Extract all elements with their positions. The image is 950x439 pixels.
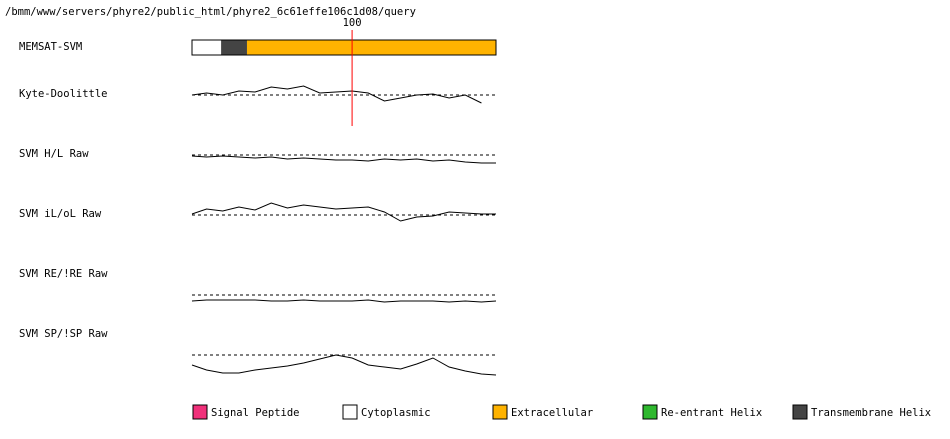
- legend-swatch: [792, 404, 808, 420]
- legend-swatch: [492, 404, 508, 420]
- track-label: SVM SP/!SP Raw: [19, 328, 108, 340]
- legend-swatch: [192, 404, 208, 420]
- marker-label: 100: [343, 17, 362, 29]
- legend-label: Signal Peptide: [211, 407, 300, 419]
- track-trace: [191, 354, 497, 376]
- legend-label: Cytoplasmic: [361, 407, 431, 419]
- topology-label: MEMSAT-SVM: [19, 41, 82, 53]
- topology-segment: [246, 40, 496, 55]
- file-path: /bmm/www/servers/phyre2/public_html/phyr…: [5, 6, 416, 18]
- track-label: SVM H/L Raw: [19, 148, 89, 160]
- track-label: Kyte-Doolittle: [19, 88, 108, 100]
- track-trace: [191, 155, 496, 164]
- legend-swatch: [642, 404, 658, 420]
- track-label: SVM RE/!RE Raw: [19, 268, 108, 280]
- topology-segment: [192, 40, 222, 55]
- track-trace: [191, 85, 482, 104]
- topology-segment: [221, 40, 247, 55]
- topology-frame: [191, 39, 497, 56]
- legend-swatch: [342, 404, 358, 420]
- legend-label: Re-entrant Helix: [661, 407, 762, 419]
- track-label: SVM iL/oL Raw: [19, 208, 102, 220]
- track-trace: [191, 202, 496, 222]
- legend-label: Transmembrane Helix: [811, 407, 931, 419]
- legend-label: Extracellular: [511, 407, 593, 419]
- track-trace: [191, 299, 497, 303]
